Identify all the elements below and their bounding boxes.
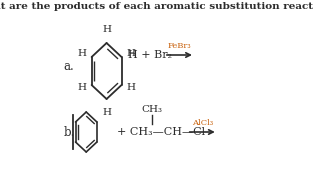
Text: H: H [126,83,136,93]
Text: b.: b. [63,125,75,139]
Text: H + Br₂: H + Br₂ [128,50,172,60]
Text: CH₃: CH₃ [141,105,162,114]
Text: H: H [102,25,111,34]
Text: a.: a. [63,59,74,73]
Text: H: H [102,108,111,117]
Text: What are the products of each aromatic substitution reaction?: What are the products of each aromatic s… [0,2,313,11]
Text: AlCl₃: AlCl₃ [192,119,213,127]
Text: FeBr₃: FeBr₃ [167,42,191,50]
Text: H: H [78,49,87,58]
Text: + CH₃—CH—Cl: + CH₃—CH—Cl [117,127,205,137]
Text: H: H [78,83,87,93]
Text: H: H [126,49,136,58]
